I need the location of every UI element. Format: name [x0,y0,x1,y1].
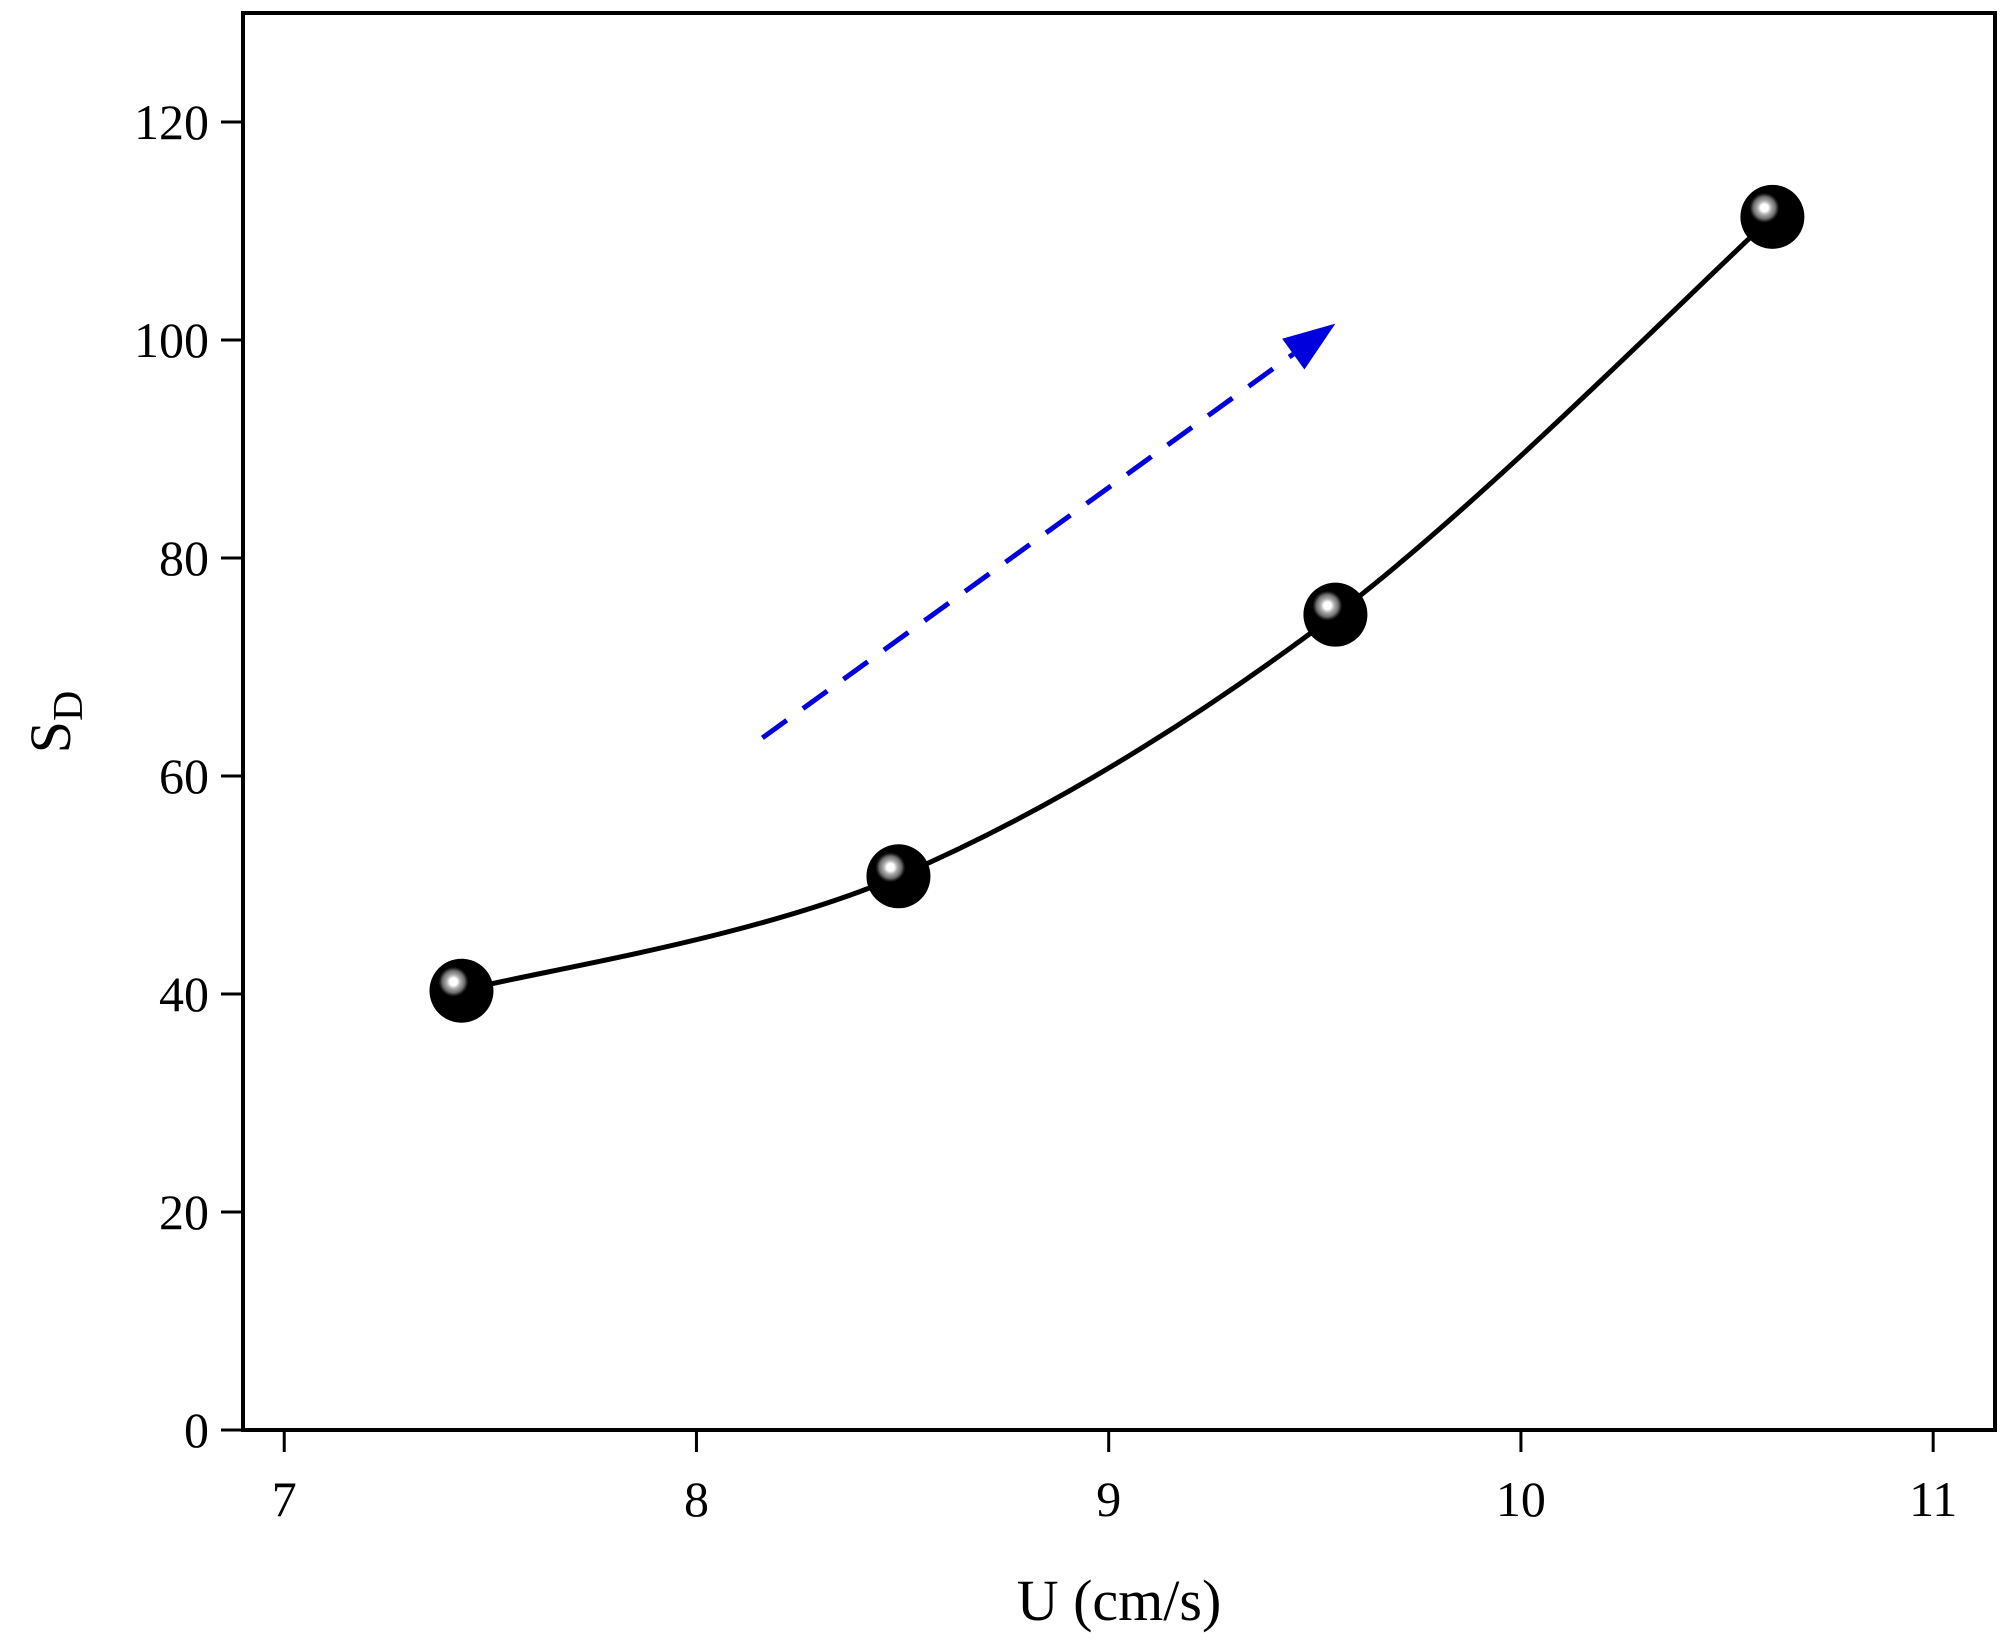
y-axis-title: SD [18,691,92,754]
trend-arrow-head [1282,323,1336,370]
x-tick-label-9: 9 [1096,1471,1121,1527]
plot-area [241,11,1997,1432]
x-tick-label-11: 11 [1909,1471,1957,1527]
y-tick-label-60: 60 [159,748,209,804]
data-point [1303,582,1368,647]
x-axis-title: U (cm/s) [1017,1568,1222,1633]
x-tick-label-8: 8 [684,1471,709,1527]
y-tick-label-100: 100 [134,312,209,368]
series-layer [429,184,1805,1023]
x-tick-label-7: 7 [272,1471,297,1527]
x-axis-ticks: 7 8 9 10 11 [272,1430,1957,1527]
trend-arrow-shaft [760,352,1295,740]
y-tick-label-120: 120 [134,94,209,150]
y-tick-label-20: 20 [159,1184,209,1240]
series-line [460,214,1775,994]
data-point [866,844,931,909]
data-point-highlight [1312,590,1343,621]
y-tick-label-0: 0 [184,1402,209,1458]
data-point [1740,184,1805,249]
data-point-highlight [438,966,469,997]
data-point-highlight [1749,192,1780,223]
data-point-highlight [875,852,906,883]
data-point [429,958,494,1023]
y-axis-title-subscript: D [46,691,92,721]
x-tick-label-10: 10 [1496,1471,1546,1527]
y-axis-ticks: 0 20 40 60 80 100 120 [134,94,243,1458]
y-tick-label-40: 40 [159,966,209,1022]
annotation-layer [760,323,1336,740]
y-axis-title-main: S [18,721,83,753]
y-tick-label-80: 80 [159,530,209,586]
